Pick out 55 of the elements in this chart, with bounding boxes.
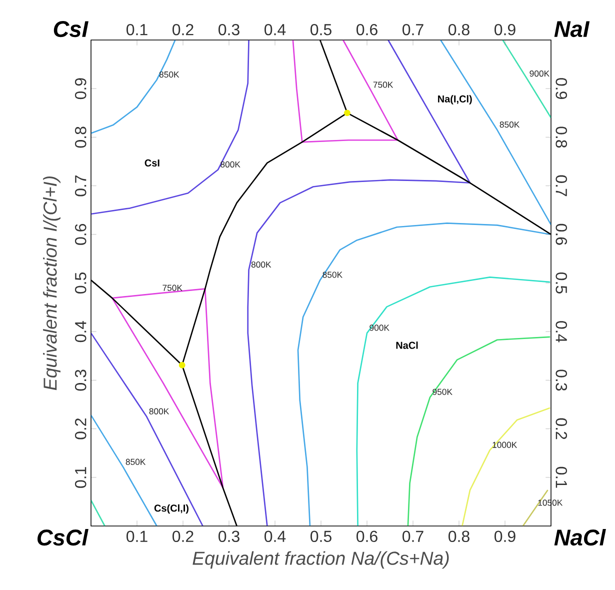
annotation: NaCl bbox=[396, 342, 418, 349]
annotation: 750K bbox=[373, 82, 394, 88]
x2-tick-label: 0.6 bbox=[356, 24, 378, 36]
text: CsI bbox=[54, 21, 88, 38]
y-tick-label: 0.2 bbox=[74, 418, 86, 440]
y-tick-label: 0.7 bbox=[74, 175, 86, 196]
y2-tick-label: 0.3 bbox=[556, 370, 568, 391]
text: CsCl bbox=[38, 528, 88, 546]
x2-tick-label: 0.2 bbox=[172, 24, 194, 36]
x-tick-label: 0.6 bbox=[356, 530, 378, 542]
x2-tick-label: 0.9 bbox=[494, 24, 516, 36]
annotation: 850K bbox=[126, 458, 146, 465]
y2-tick-label: 0.4 bbox=[556, 321, 568, 342]
x-tick-label: 0.4 bbox=[264, 530, 286, 542]
y2-tick-label: 0.9 bbox=[556, 78, 568, 99]
annotation: Cs(Cl,I) bbox=[154, 504, 188, 514]
x-tick-label: 0.8 bbox=[448, 530, 470, 542]
y-tick-label: 0.3 bbox=[74, 370, 86, 391]
x-tick-label: 0.9 bbox=[494, 530, 516, 542]
y2-tick-label: 0.8 bbox=[556, 126, 568, 148]
x2-tick-label: 0.8 bbox=[448, 24, 470, 36]
y-tick-label: 0.8 bbox=[74, 126, 86, 148]
y-tick-label: 0.9 bbox=[74, 78, 86, 100]
text: NaCl bbox=[554, 528, 606, 546]
annotation: 750K bbox=[162, 284, 182, 291]
x2-tick-label: 0.5 bbox=[310, 24, 332, 36]
annotation: 850K bbox=[500, 122, 520, 128]
x2-tick-label: 0.3 bbox=[218, 24, 240, 36]
x2-tick-label: 0.7 bbox=[402, 24, 424, 36]
text: NaI bbox=[554, 21, 590, 38]
x2-tick-label: 0.1 bbox=[126, 24, 148, 36]
y-tick-label: 0.6 bbox=[74, 224, 86, 245]
annotation: CsI bbox=[144, 159, 160, 167]
annotation: Na(I,Cl) bbox=[438, 95, 472, 104]
annotation: 900K bbox=[530, 70, 550, 77]
annotation: 850K bbox=[159, 71, 180, 78]
y-axis-title: Equivalent fraction I/(Cl+I) bbox=[43, 176, 60, 390]
y2-tick-label: 0.2 bbox=[556, 418, 568, 440]
x2-tick-label: 0.4 bbox=[264, 24, 286, 36]
x-tick-label: 0.2 bbox=[172, 530, 194, 542]
y-tick-label: 0.4 bbox=[74, 320, 86, 342]
y2-tick-label: 0.5 bbox=[556, 272, 568, 294]
y2-tick-label: 0.1 bbox=[556, 466, 568, 488]
y2-tick-label: 0.7 bbox=[556, 175, 568, 196]
y2-tick-label: 0.6 bbox=[556, 224, 568, 245]
x-tick-label: 0.3 bbox=[218, 530, 240, 542]
x-tick-label: 0.5 bbox=[310, 530, 332, 542]
y-tick-label: 0.5 bbox=[74, 272, 86, 294]
x-tick-label: 0.1 bbox=[126, 530, 148, 542]
y-tick-label: 0.1 bbox=[74, 467, 86, 488]
annotation: 800K bbox=[149, 408, 170, 414]
annotation: 800K bbox=[220, 161, 240, 168]
x-tick-label: 0.7 bbox=[402, 530, 424, 542]
x-axis-title: Equivalent fraction Na/(Cs+Na) bbox=[192, 551, 449, 569]
annotation: 800K bbox=[251, 261, 272, 268]
